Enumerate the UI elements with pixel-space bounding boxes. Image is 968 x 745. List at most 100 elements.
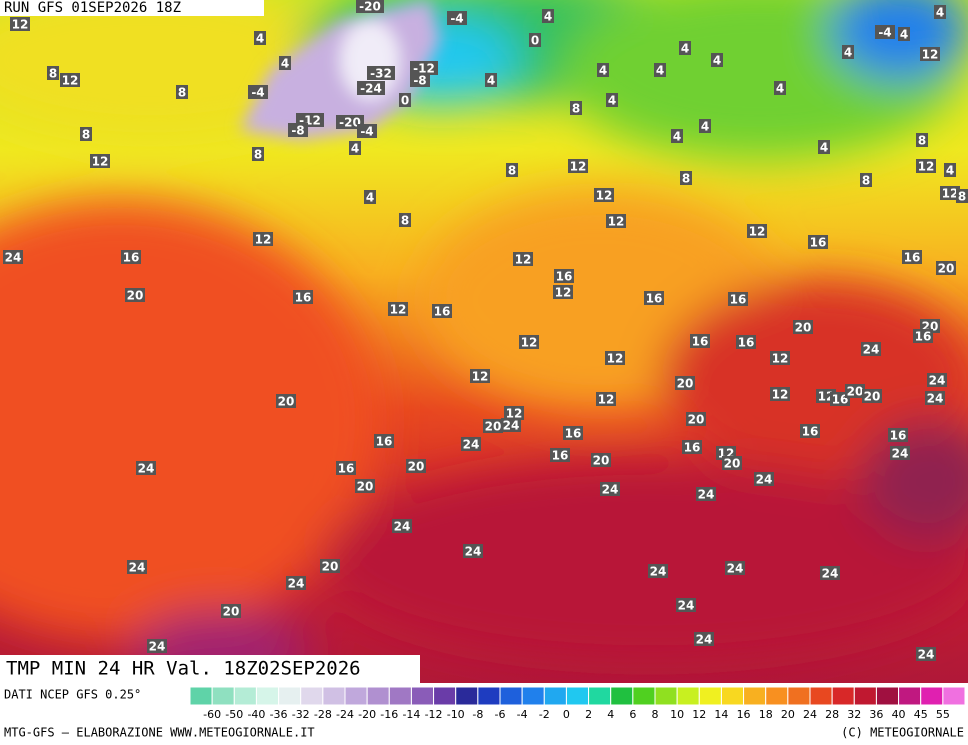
temperature-label: 16 bbox=[904, 251, 921, 265]
label-box bbox=[913, 329, 933, 343]
label-box bbox=[542, 9, 554, 23]
temperature-label: 16 bbox=[832, 393, 849, 407]
label-box bbox=[671, 129, 683, 143]
temperature-label: -32 bbox=[370, 67, 392, 81]
temperature-label: 16 bbox=[684, 441, 701, 455]
temperature-label: 16 bbox=[565, 427, 582, 441]
temperature-label: 20 bbox=[938, 262, 955, 276]
legend-swatch bbox=[455, 686, 479, 706]
label-box bbox=[925, 391, 945, 405]
label-box bbox=[728, 292, 748, 306]
temperature-label: 20 bbox=[688, 413, 705, 427]
temperature-label: 20 bbox=[357, 480, 374, 494]
temperature-label: 20 bbox=[278, 395, 295, 409]
temperature-label: -8 bbox=[413, 74, 426, 88]
label-box bbox=[694, 632, 714, 646]
label-box bbox=[388, 302, 408, 316]
legend-tick-label: 32 bbox=[847, 708, 861, 721]
label-box bbox=[483, 419, 503, 433]
label-box bbox=[253, 232, 273, 246]
temperature-label: 4 bbox=[681, 42, 689, 56]
legend-tick-label: -40 bbox=[247, 708, 265, 721]
label-box bbox=[770, 351, 790, 365]
temperature-label: 24 bbox=[727, 562, 744, 576]
legend-tick-label: 4 bbox=[607, 708, 614, 721]
temperature-label: 20 bbox=[127, 289, 144, 303]
label-box bbox=[890, 446, 910, 460]
legend-tick-label: 2 bbox=[585, 708, 592, 721]
label-box bbox=[406, 459, 426, 473]
label-box bbox=[754, 472, 774, 486]
label-box bbox=[888, 428, 908, 442]
title-box bbox=[0, 655, 420, 683]
legend-swatch bbox=[477, 686, 501, 706]
temperature-label: 20 bbox=[677, 377, 694, 391]
temperature-label: 12 bbox=[472, 370, 489, 384]
temperature-label: 24 bbox=[138, 462, 155, 476]
temperature-label: 24 bbox=[696, 633, 713, 647]
legend-swatch bbox=[787, 686, 811, 706]
temperature-label: 8 bbox=[401, 214, 409, 228]
legend-tick-label: 16 bbox=[737, 708, 751, 721]
temperature-label: 24 bbox=[650, 565, 667, 579]
label-box bbox=[60, 73, 80, 87]
temperature-label: 4 bbox=[599, 64, 607, 78]
temperature-label: 24 bbox=[698, 488, 715, 502]
temperature-label: -20 bbox=[339, 116, 361, 130]
label-box bbox=[410, 61, 438, 75]
label-box bbox=[529, 33, 541, 47]
label-box bbox=[10, 17, 30, 31]
label-box bbox=[513, 252, 533, 266]
label-box bbox=[682, 440, 702, 454]
temperature-label: 24 bbox=[129, 561, 146, 575]
label-box bbox=[463, 544, 483, 558]
label-box bbox=[722, 456, 742, 470]
label-box bbox=[808, 235, 828, 249]
temperature-label: 16 bbox=[738, 336, 755, 350]
legend-swatch bbox=[698, 686, 722, 706]
temperature-label: 24 bbox=[678, 599, 695, 613]
temperature-label: 16 bbox=[552, 449, 569, 463]
temperature-label: 16 bbox=[730, 293, 747, 307]
label-box bbox=[410, 73, 430, 87]
temperature-label: 24 bbox=[863, 343, 880, 357]
legend-swatch bbox=[366, 686, 390, 706]
temperature-label: 12 bbox=[12, 18, 29, 32]
label-box bbox=[675, 376, 695, 390]
temperature-label: 24 bbox=[503, 419, 520, 433]
label-box bbox=[686, 412, 706, 426]
label-box bbox=[861, 342, 881, 356]
temperature-label: 4 bbox=[281, 57, 289, 71]
label-box bbox=[736, 335, 756, 349]
temperature-label: -8 bbox=[291, 124, 304, 138]
map-title: TMP MIN 24 HR Val. 18Z02SEP2026 bbox=[6, 658, 361, 680]
temperature-label: 16 bbox=[434, 305, 451, 319]
label-box bbox=[80, 127, 92, 141]
legend-tick-label: -24 bbox=[336, 708, 354, 721]
temperature-label: -4 bbox=[251, 86, 264, 100]
label-box bbox=[550, 448, 570, 462]
temperature-label: 8 bbox=[508, 164, 516, 178]
temperature-label: 4 bbox=[351, 142, 359, 156]
legend-swatch bbox=[433, 686, 457, 706]
temperature-label: 12 bbox=[62, 74, 79, 88]
temperature-label: 12 bbox=[942, 187, 959, 201]
source: DATI NCEP GFS 0.25° bbox=[4, 688, 141, 702]
temperature-label: 4 bbox=[256, 32, 264, 46]
label-box bbox=[594, 188, 614, 202]
label-box bbox=[690, 334, 710, 348]
label-box bbox=[504, 406, 524, 420]
legend-tick-label: -32 bbox=[292, 708, 310, 721]
label-box bbox=[648, 564, 668, 578]
label-box bbox=[875, 25, 895, 39]
legend-tick-label: -50 bbox=[225, 708, 243, 721]
label-box bbox=[121, 250, 141, 264]
label-box bbox=[357, 124, 377, 138]
label-box bbox=[279, 56, 291, 70]
label-box bbox=[793, 320, 813, 334]
temperature-label: 24 bbox=[927, 392, 944, 406]
temperature-label: 0 bbox=[531, 34, 539, 48]
legend-swatch bbox=[654, 686, 678, 706]
legend-tick-label: 55 bbox=[936, 708, 950, 721]
